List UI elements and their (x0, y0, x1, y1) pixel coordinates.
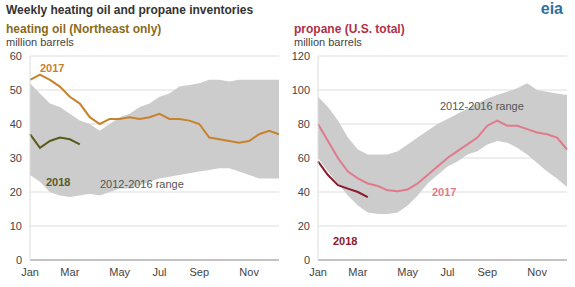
svg-text:Mar: Mar (348, 266, 367, 278)
svg-text:Jul: Jul (440, 266, 454, 278)
svg-text:20: 20 (298, 220, 310, 232)
html-text:propane (U.S. total): propane (U.S. total) (294, 22, 405, 36)
html-text:million barrels: million barrels (294, 36, 362, 48)
html-text:2018: 2018 (333, 235, 358, 247)
html-text:2018: 2018 (46, 176, 71, 188)
html-text:million barrels: million barrels (6, 36, 74, 48)
svg-text:120: 120 (292, 50, 310, 62)
svg-text:40: 40 (298, 186, 310, 198)
html-text:2017: 2017 (40, 62, 65, 74)
svg-text:20: 20 (10, 186, 22, 198)
svg-text:80: 80 (298, 118, 310, 130)
svg-text:Sep: Sep (190, 266, 210, 278)
svg-text:100: 100 (292, 84, 310, 96)
html-text:eia: eia (540, 0, 563, 17)
html-text:2017: 2017 (432, 186, 457, 198)
html-text:2012-2016 range: 2012-2016 range (440, 100, 524, 112)
svg-text:Mar: Mar (60, 266, 79, 278)
svg-text:60: 60 (298, 152, 310, 164)
svg-text:60: 60 (10, 50, 22, 62)
html-text:Weekly heating oil and propane: Weekly heating oil and propane inventori… (6, 3, 254, 17)
svg-text:0: 0 (16, 254, 22, 266)
html-text:2012-2016 range: 2012-2016 range (100, 178, 184, 190)
svg-text:Jul: Jul (152, 266, 166, 278)
svg-text:May: May (109, 266, 130, 278)
svg-text:Nov: Nov (239, 266, 259, 278)
svg-text:40: 40 (10, 118, 22, 130)
svg-text:May: May (397, 266, 418, 278)
svg-text:Nov: Nov (527, 266, 547, 278)
svg-text:10: 10 (10, 220, 22, 232)
svg-text:50: 50 (10, 84, 22, 96)
html-text:heating oil (Northeast only): heating oil (Northeast only) (6, 22, 162, 36)
svg-text:30: 30 (10, 152, 22, 164)
svg-text:0: 0 (304, 254, 310, 266)
svg-text:Jan: Jan (21, 266, 39, 278)
svg-text:Jan: Jan (309, 266, 327, 278)
svg-text:Sep: Sep (478, 266, 498, 278)
